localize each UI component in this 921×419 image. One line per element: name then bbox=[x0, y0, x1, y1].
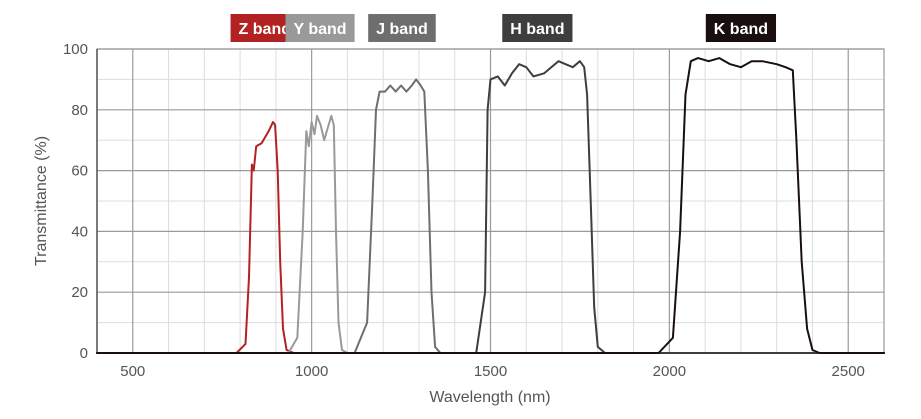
y-axis-title: Transmittance (%) bbox=[33, 136, 50, 266]
k-band-curve bbox=[96, 57, 885, 354]
y-tick-label: 80 bbox=[71, 102, 88, 119]
z-band-legend-label: Z band bbox=[239, 21, 291, 38]
h-band-legend-label: H band bbox=[510, 21, 564, 38]
j-band-legend-box bbox=[368, 14, 436, 42]
x-tick-label: 2500 bbox=[832, 363, 865, 380]
band-legend: Z band Y band J band H band K band bbox=[230, 14, 777, 42]
h-band-curve bbox=[96, 60, 885, 354]
y-tick-label: 40 bbox=[71, 223, 88, 240]
x-tick-label: 500 bbox=[120, 363, 145, 380]
y-tick-labels: 0 20 40 60 80 100 bbox=[63, 41, 88, 362]
x-tick-labels: 500 1000 1500 2000 2500 bbox=[120, 363, 865, 380]
y-tick-label: 0 bbox=[80, 345, 88, 362]
k-band-legend-label: K band bbox=[714, 21, 768, 38]
x-tick-label: 1500 bbox=[474, 363, 507, 380]
y-band-legend-box bbox=[285, 14, 355, 42]
y-tick-label: 60 bbox=[71, 163, 88, 180]
k-band-legend-box bbox=[705, 14, 777, 42]
y-tick-label: 20 bbox=[71, 284, 88, 301]
x-axis-title: Wavelength (nm) bbox=[429, 389, 550, 406]
x-tick-label: 2000 bbox=[653, 363, 686, 380]
x-tick-label: 1000 bbox=[295, 363, 328, 380]
y-band-curve bbox=[96, 114, 885, 354]
y-tick-label: 100 bbox=[63, 41, 88, 58]
series-lines bbox=[96, 57, 885, 354]
j-band-legend-label: J band bbox=[376, 21, 428, 38]
h-band-legend-box bbox=[502, 14, 573, 42]
y-band-legend-label: Y band bbox=[294, 21, 347, 38]
z-band-curve bbox=[96, 121, 885, 354]
j-band-curve bbox=[96, 78, 885, 354]
